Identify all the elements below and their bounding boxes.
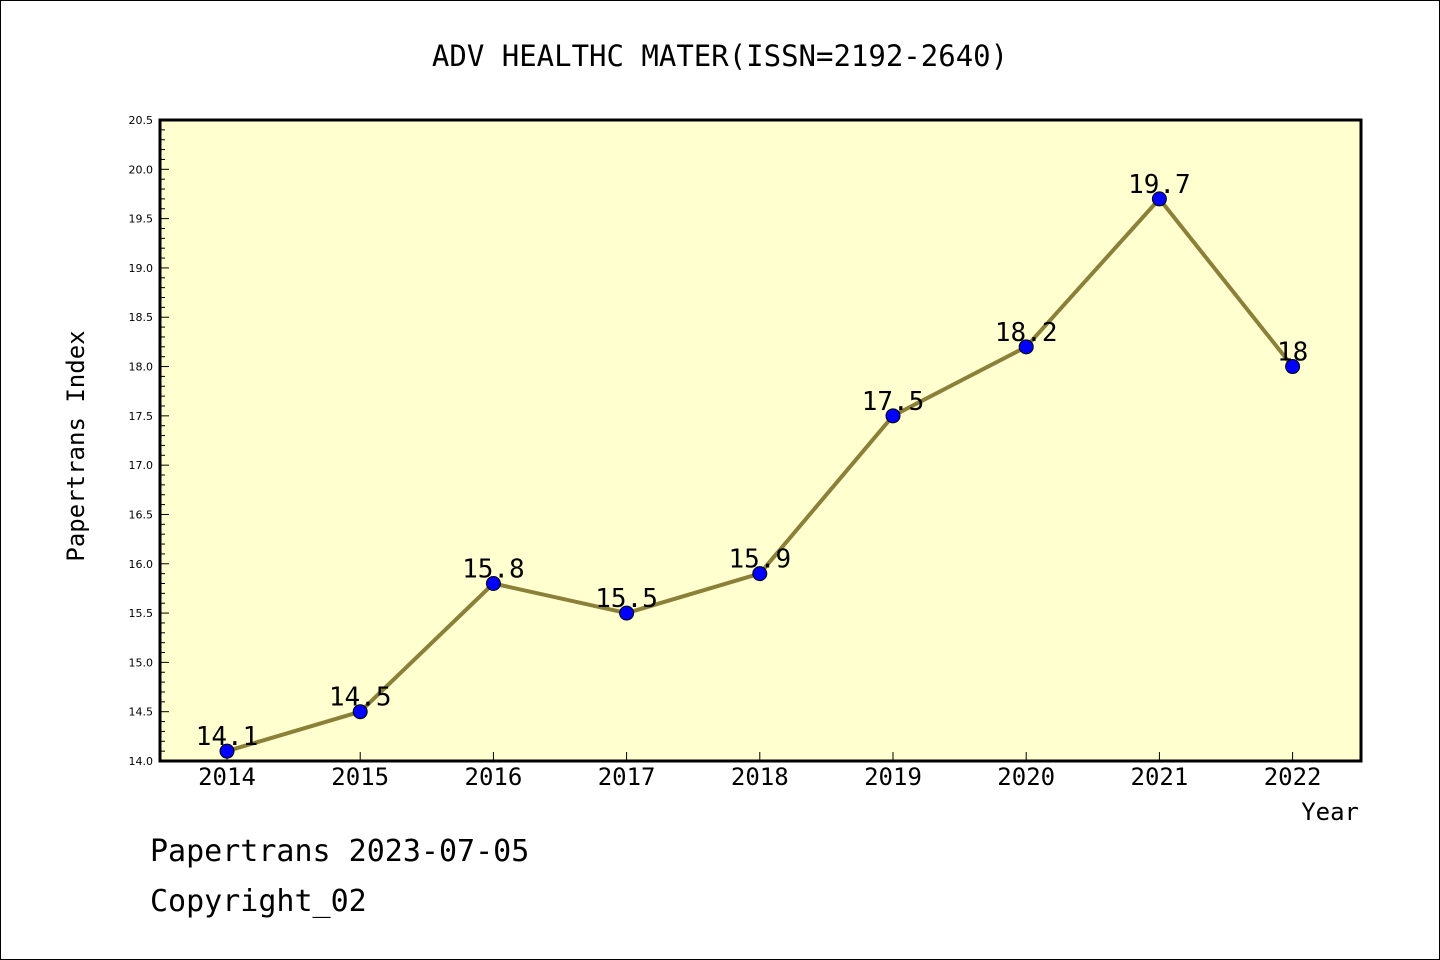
y-tick-label: 20.5 [129, 114, 154, 127]
data-label: 17.5 [862, 387, 925, 417]
data-point [1018, 339, 1034, 355]
plot-area [160, 120, 1361, 761]
data-point [219, 743, 235, 759]
x-tick-label: 2016 [465, 763, 523, 791]
data-labels: 14.1 14.5 15.8 15.5 15.9 17.5 18.2 19.7 18 [196, 170, 1309, 752]
x-tick-label: 2019 [864, 763, 922, 791]
x-tick-label: 2020 [997, 763, 1055, 791]
x-axis-label: Year [1301, 798, 1359, 826]
data-point [485, 575, 501, 591]
data-label: 15.8 [462, 554, 525, 584]
x-tick-label: 2014 [198, 763, 256, 791]
y-tick-label: 16.5 [129, 508, 154, 521]
plot-border [158, 118, 1363, 763]
data-label: 18.2 [995, 318, 1058, 348]
y-tick-label: 15.0 [129, 656, 154, 669]
data-point [619, 605, 635, 621]
y-tick-label: 19.5 [129, 213, 154, 226]
y-tick-label: 15.5 [129, 607, 154, 620]
data-point [752, 566, 768, 582]
data-label: 15.5 [595, 584, 658, 614]
chart-title: ADV HEALTHC MATER(ISSN=2192-2640) [432, 39, 1008, 73]
y-tick-label: 14.5 [129, 706, 154, 719]
x-tick-label: 2017 [598, 763, 656, 791]
data-point [885, 408, 901, 424]
y-tick-label: 18.5 [129, 311, 154, 324]
data-point [1151, 191, 1167, 207]
y-tick-label: 19.0 [129, 262, 154, 275]
data-label: 18 [1277, 338, 1308, 368]
data-label: 19.7 [1128, 170, 1191, 200]
y-axis-label: Papertrans Index [62, 330, 90, 561]
y-tick-label: 20.0 [129, 163, 154, 176]
y-tick-label: 18.0 [129, 361, 154, 374]
data-point [352, 704, 368, 720]
data-label: 15.9 [728, 545, 791, 575]
x-tick-label: 2021 [1131, 763, 1189, 791]
y-tick-label: 16.0 [129, 558, 154, 571]
x-axis-ticks: 2014 2015 2016 2017 2018 2019 2020 2021 2022 [198, 752, 1321, 791]
x-tick-label: 2015 [331, 763, 389, 791]
x-tick-label: 2022 [1264, 763, 1322, 791]
data-markers [219, 191, 1301, 759]
y-tick-label: 17.5 [129, 410, 154, 423]
data-label: 14.5 [329, 683, 392, 713]
y-tick-label: 14.0 [129, 755, 154, 768]
y-axis-ticks: 14.0 14.5 15.0 15.5 16.0 16.5 17.0 17.5 18.0 18.5… [129, 114, 169, 768]
y-tick-label: 17.0 [129, 459, 154, 472]
data-label: 14.1 [196, 722, 259, 752]
footer-date: Papertrans 2023-07-05 [150, 834, 530, 869]
footer-copyright: Copyright_02 [150, 884, 367, 919]
x-tick-label: 2018 [731, 763, 789, 791]
data-point [1285, 359, 1301, 375]
